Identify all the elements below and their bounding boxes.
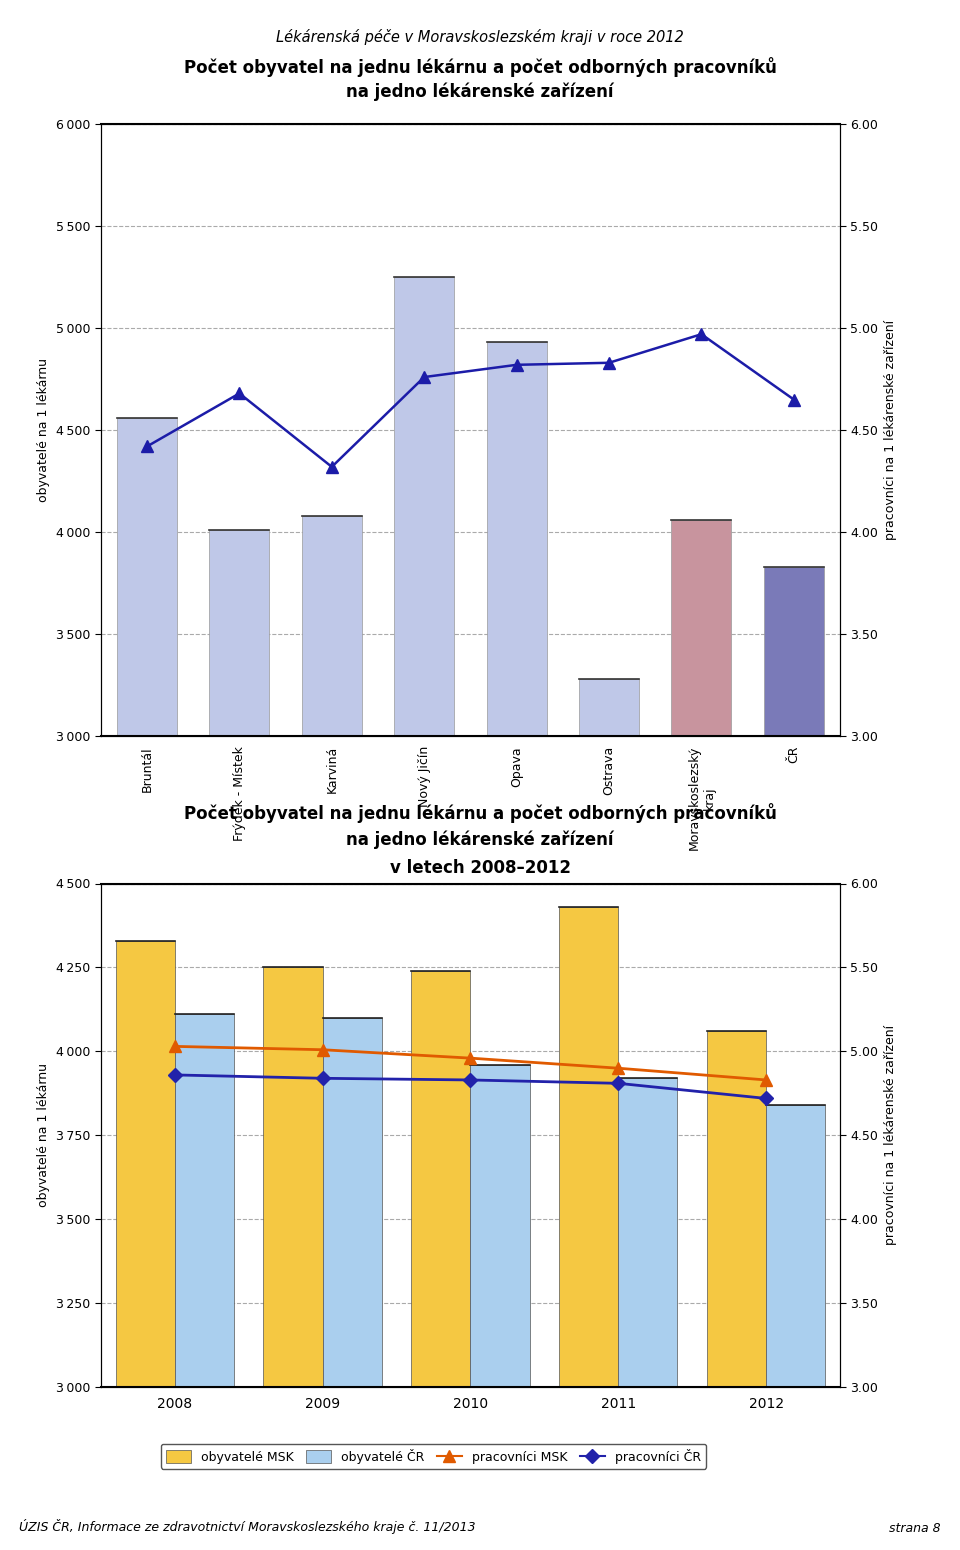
- Legend: Počet obyvatel na 1 lékárnu, Počet pracovníků na 1 lékárenské zařízení: Počet obyvatel na 1 lékárnu, Počet praco…: [162, 938, 705, 963]
- Bar: [559, 907, 618, 1550]
- Text: strana 8: strana 8: [889, 1522, 941, 1534]
- Text: Lékárenská péče v Moravskoslezském kraji v roce 2012: Lékárenská péče v Moravskoslezském kraji…: [276, 28, 684, 45]
- Bar: [487, 343, 546, 1348]
- Text: ÚZIS ČR, Informace ze zdravotnictví Moravskoslezského kraje č. 11/2013: ÚZIS ČR, Informace ze zdravotnictví Mora…: [19, 1519, 476, 1534]
- Legend: obyvatelé MSK, obyvatelé ČR, pracovníci MSK, pracovníci ČR: obyvatelé MSK, obyvatelé ČR, pracovníci …: [161, 1445, 706, 1469]
- Bar: [115, 941, 175, 1550]
- Bar: [209, 530, 270, 1348]
- Bar: [411, 970, 470, 1550]
- Bar: [579, 679, 639, 1348]
- Text: Počet obyvatel na jednu lékárnu a počet odborných pracovníků: Počet obyvatel na jednu lékárnu a počet …: [183, 803, 777, 823]
- Bar: [117, 418, 177, 1348]
- Bar: [263, 967, 323, 1550]
- Bar: [618, 1079, 678, 1550]
- Y-axis label: pracovníci na 1 lékárenské zařízení: pracovníci na 1 lékárenské zařízení: [884, 1025, 897, 1246]
- Bar: [671, 519, 732, 1348]
- Bar: [470, 1065, 530, 1550]
- Bar: [175, 1015, 234, 1550]
- Bar: [766, 1105, 826, 1550]
- Bar: [707, 1031, 766, 1550]
- Y-axis label: pracovníci na 1 lékárenské zařízení: pracovníci na 1 lékárenské zařízení: [884, 319, 897, 541]
- Y-axis label: obyvatelé na 1 lékárnu: obyvatelé na 1 lékárnu: [37, 1063, 51, 1207]
- Bar: [301, 516, 362, 1348]
- Bar: [764, 567, 824, 1348]
- Text: Počet obyvatel na jednu lékárnu a počet odborných pracovníků: Počet obyvatel na jednu lékárnu a počet …: [183, 57, 777, 78]
- Bar: [323, 1018, 382, 1550]
- Bar: [395, 277, 454, 1349]
- Text: na jedno lékárenské zařízení: na jedno lékárenské zařízení: [347, 831, 613, 849]
- Text: na jedno lékárenské zařízení: na jedno lékárenské zařízení: [347, 82, 613, 101]
- Y-axis label: obyvatelé na 1 lékárnu: obyvatelé na 1 lékárnu: [37, 358, 50, 502]
- Text: v letech 2008–2012: v letech 2008–2012: [390, 859, 570, 877]
